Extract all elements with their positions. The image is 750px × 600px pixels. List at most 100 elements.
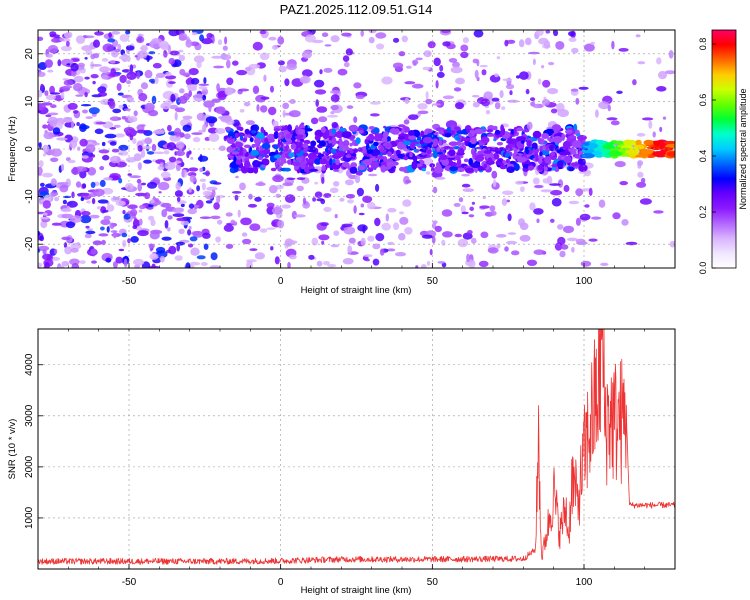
noise-cell: [84, 76, 90, 80]
noise-cell: [542, 178, 551, 184]
noise-cell: [200, 262, 208, 266]
noise-cell: [225, 243, 234, 249]
signal-cell: [290, 143, 297, 150]
noise-cell: [49, 31, 57, 37]
noise-cell: [105, 257, 112, 263]
noise-cell: [96, 206, 102, 210]
noise-cell: [583, 43, 595, 52]
noise-cell: [97, 199, 109, 204]
noise-cell: [282, 102, 290, 110]
noise-cell: [333, 230, 340, 236]
noise-cell: [235, 175, 239, 179]
signal-cell: [571, 162, 579, 167]
signal-cell: [244, 160, 251, 169]
noise-cell: [217, 39, 223, 46]
noise-cell: [541, 99, 551, 106]
noise-cell: [45, 94, 57, 100]
noise-cell: [372, 258, 380, 266]
noise-cell: [525, 37, 532, 46]
noise-cell: [168, 30, 180, 37]
noise-cell: [99, 166, 105, 171]
noise-cell: [115, 200, 126, 207]
signal-cell: [305, 128, 313, 132]
noise-cell: [109, 116, 121, 121]
noise-cell: [575, 217, 581, 226]
signal-cell: [563, 155, 572, 164]
noise-cell: [57, 265, 65, 268]
noise-cell: [59, 37, 65, 42]
noise-cell: [299, 76, 311, 84]
signal-cell: [380, 165, 387, 173]
noise-cell: [129, 175, 142, 179]
signal-cell: [449, 166, 458, 172]
noise-cell: [38, 248, 41, 253]
noise-cell: [149, 231, 160, 240]
noise-cell: [149, 253, 159, 260]
noise-cell: [254, 196, 262, 202]
signal-cell: [278, 147, 284, 152]
noise-cell: [67, 159, 76, 164]
noise-cell: [92, 188, 105, 197]
noise-cell: [398, 51, 406, 57]
noise-cell: [501, 198, 508, 206]
noise-cell: [614, 161, 626, 168]
noise-cell: [507, 232, 517, 235]
noise-cell: [172, 207, 184, 214]
noise-cell: [206, 186, 218, 191]
noise-cell: [367, 201, 376, 210]
noise-cell: [51, 37, 61, 43]
y-tick-label: 20: [24, 48, 35, 60]
noise-cell: [598, 101, 610, 110]
noise-cell: [635, 34, 641, 38]
signal-cell: [314, 135, 321, 141]
signal-cell: [461, 142, 465, 146]
signal-cell: [448, 149, 456, 157]
noise-cell: [439, 65, 444, 72]
noise-cell: [330, 244, 340, 248]
noise-cell: [657, 71, 668, 80]
noise-cell: [516, 75, 520, 79]
noise-cell: [102, 154, 110, 161]
noise-cell: [192, 136, 201, 143]
noise-cell: [333, 181, 340, 187]
noise-cell: [217, 92, 227, 101]
noise-cell: [394, 252, 407, 257]
noise-cell: [460, 205, 466, 214]
noise-cell: [520, 186, 525, 193]
noise-cell: [415, 265, 419, 268]
noise-cell: [248, 63, 261, 69]
spectrogram-ticks: -50 0 50 100 -20 -10 0 10 20: [24, 30, 676, 287]
signal-cell: [387, 151, 392, 157]
noise-cell: [368, 36, 375, 44]
signal-cell: [402, 140, 412, 146]
noise-cell: [502, 190, 514, 196]
signal-cell: [624, 139, 632, 146]
noise-cell: [461, 183, 471, 188]
noise-cell: [167, 44, 172, 54]
noise-cell: [321, 240, 325, 245]
signal-cell: [569, 135, 577, 139]
noise-cell: [287, 261, 291, 268]
noise-cell: [479, 64, 488, 68]
noise-cell: [118, 55, 126, 60]
signal-cell: [513, 163, 520, 172]
noise-cell: [243, 101, 251, 107]
noise-cell: [215, 106, 226, 115]
signal-cell: [483, 150, 492, 154]
signal-cell: [310, 140, 317, 147]
noise-cell: [174, 190, 183, 198]
noise-cell: [606, 117, 618, 121]
noise-cell: [196, 112, 206, 121]
noise-cell: [203, 77, 207, 84]
noise-cell: [122, 210, 126, 215]
x-tick-label: 100: [576, 577, 593, 588]
noise-cell: [304, 34, 316, 43]
y-tick-label: 4000: [24, 353, 35, 376]
signal-cell: [251, 130, 257, 134]
signal-cell: [342, 161, 350, 168]
noise-cell: [91, 154, 96, 158]
signal-cell: [319, 140, 326, 147]
noise-cell: [189, 174, 197, 183]
noise-cell: [315, 99, 320, 107]
noise-cell: [113, 261, 118, 268]
